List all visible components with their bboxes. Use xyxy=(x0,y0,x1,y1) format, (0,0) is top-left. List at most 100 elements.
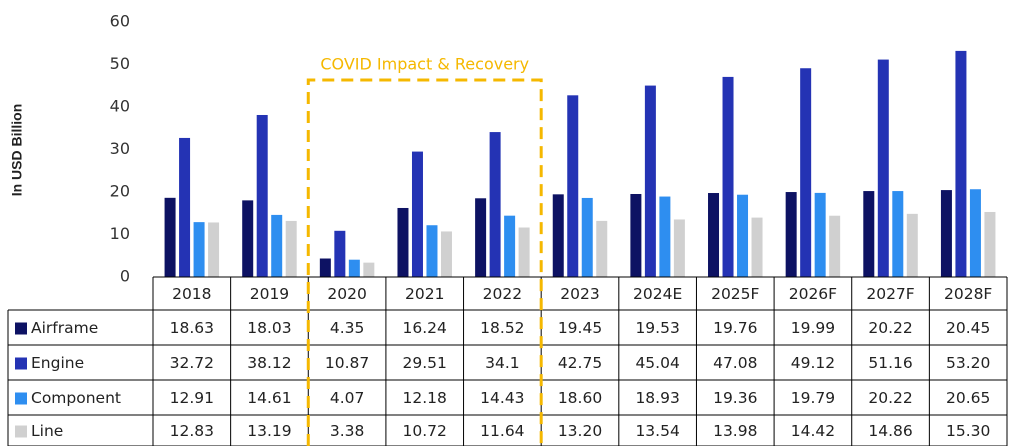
table-cell: 45.04 xyxy=(635,354,679,372)
legend-label: Line xyxy=(31,422,63,440)
x-tick-label: 2021 xyxy=(405,285,444,303)
legend-label: Engine xyxy=(31,354,84,372)
y-tick-label: 10 xyxy=(110,224,130,243)
bar xyxy=(737,194,749,277)
bar xyxy=(906,213,918,277)
bar xyxy=(504,215,516,277)
y-tick-label: 0 xyxy=(120,267,130,286)
table-cell: 4.07 xyxy=(330,389,365,407)
legend-label: Airframe xyxy=(31,319,98,337)
bar xyxy=(411,151,423,277)
table-cell: 13.20 xyxy=(558,422,602,440)
table-cell: 10.87 xyxy=(325,354,369,372)
x-tick-label: 2023 xyxy=(560,285,599,303)
table-cell: 20.45 xyxy=(946,319,990,337)
x-tick-label: 2027F xyxy=(866,285,914,303)
table-cell: 12.18 xyxy=(403,389,447,407)
bar xyxy=(708,193,720,277)
table-cell: 18.60 xyxy=(558,389,602,407)
legend-key xyxy=(15,357,27,370)
table-cell: 13.54 xyxy=(635,422,679,440)
table-cell: 12.83 xyxy=(170,422,214,440)
table-cell: 38.12 xyxy=(247,354,291,372)
table-cell: 19.53 xyxy=(635,319,679,337)
table-cell: 53.20 xyxy=(946,354,990,372)
bar xyxy=(722,76,734,277)
bar xyxy=(659,196,671,277)
table-cell: 20.65 xyxy=(946,389,990,407)
bar xyxy=(596,220,608,277)
x-tick-label: 2018 xyxy=(172,285,211,303)
bar xyxy=(630,193,642,277)
annotation: COVID Impact & Recovery xyxy=(320,55,529,74)
bar xyxy=(800,68,812,278)
x-tick-label: 2020 xyxy=(327,285,366,303)
legend-key xyxy=(15,392,27,405)
bar xyxy=(208,222,220,277)
y-axis-title: In USD Billion xyxy=(9,104,25,197)
bar xyxy=(242,200,254,277)
table-cell: 10.72 xyxy=(403,422,447,440)
table-cell: 3.38 xyxy=(330,422,365,440)
bar xyxy=(567,95,579,277)
table-cell: 13.19 xyxy=(247,422,291,440)
legend-key xyxy=(15,322,27,335)
table-cell: 18.52 xyxy=(480,319,524,337)
bar xyxy=(829,215,841,277)
bar xyxy=(751,217,763,277)
bar xyxy=(440,231,452,277)
table-cell: 19.36 xyxy=(713,389,757,407)
table-cell: 15.30 xyxy=(946,422,990,440)
table-cell: 18.03 xyxy=(247,319,291,337)
x-tick-label: 2024E xyxy=(633,285,682,303)
bar xyxy=(892,191,904,277)
table-cell: 11.64 xyxy=(480,422,524,440)
bar xyxy=(256,114,268,278)
bar xyxy=(673,219,685,277)
table-cell: 20.22 xyxy=(868,389,912,407)
bar xyxy=(518,227,530,277)
table-cell: 49.12 xyxy=(791,354,835,372)
bar xyxy=(552,194,564,277)
table-cell: 18.63 xyxy=(170,319,214,337)
bar xyxy=(581,197,593,277)
bar xyxy=(475,198,487,277)
x-tick-label: 2025F xyxy=(711,285,759,303)
bar xyxy=(877,59,889,277)
bar xyxy=(969,189,981,277)
bar xyxy=(489,132,501,277)
bar xyxy=(319,258,331,277)
table-cell: 51.16 xyxy=(868,354,912,372)
table-cell: 32.72 xyxy=(170,354,214,372)
bar xyxy=(363,262,375,277)
y-tick-label: 40 xyxy=(110,97,130,116)
x-tick-label: 2019 xyxy=(250,285,289,303)
y-tick-label: 30 xyxy=(110,139,130,158)
table-cell: 14.43 xyxy=(480,389,524,407)
table-cell: 18.93 xyxy=(635,389,679,407)
table-cell: 19.76 xyxy=(713,319,757,337)
x-tick-label: 2022 xyxy=(483,285,522,303)
bar xyxy=(334,230,346,277)
bar xyxy=(814,192,826,277)
bar xyxy=(285,220,297,277)
bar xyxy=(644,85,656,277)
x-tick-label: 2026F xyxy=(789,285,837,303)
legend-key xyxy=(15,425,27,438)
bar xyxy=(193,222,205,277)
y-tick-label: 20 xyxy=(110,182,130,201)
table-cell: 16.24 xyxy=(403,319,447,337)
bar xyxy=(785,192,797,277)
y-tick-label: 50 xyxy=(110,54,130,73)
bar xyxy=(955,50,967,278)
table-cell: 42.75 xyxy=(558,354,602,372)
table-cell: 19.45 xyxy=(558,319,602,337)
bar xyxy=(984,211,996,277)
table-cell: 14.42 xyxy=(791,422,835,440)
bar xyxy=(426,225,438,277)
bar xyxy=(179,137,191,277)
table-cell: 19.99 xyxy=(791,319,835,337)
table-cell: 20.22 xyxy=(868,319,912,337)
x-tick-label: 2028F xyxy=(944,285,992,303)
